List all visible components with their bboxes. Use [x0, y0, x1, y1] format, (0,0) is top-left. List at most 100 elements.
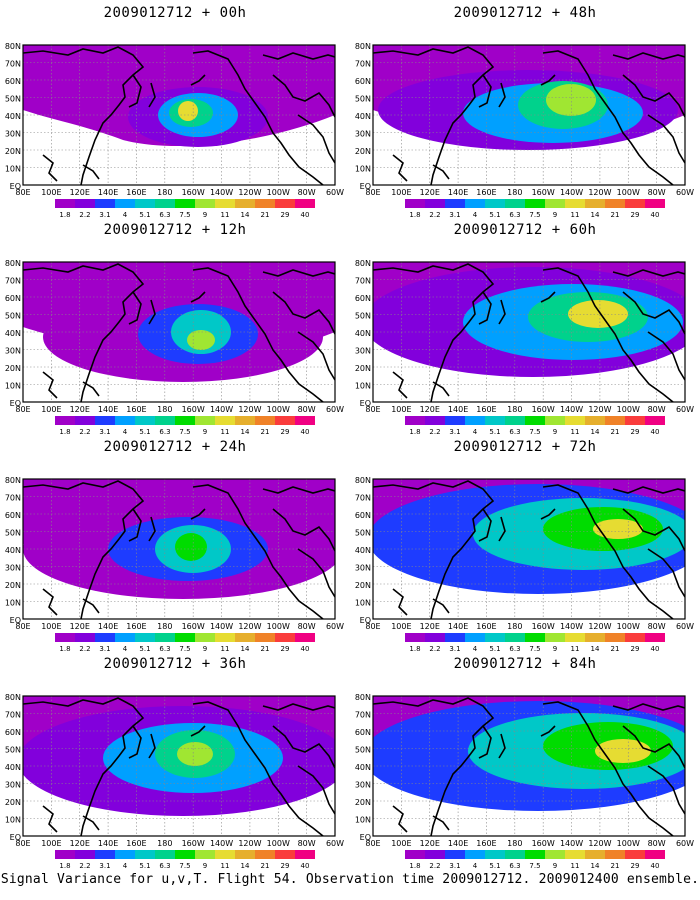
coastline	[192, 701, 324, 836]
colorbar-label: 7.5	[179, 211, 190, 219]
longitude-label: 120W	[238, 405, 261, 414]
longitude-label: 120E	[420, 839, 440, 848]
colorbar-label: 3.1	[99, 211, 110, 219]
colorbar-label: 5.1	[489, 211, 500, 219]
longitude-label: 80E	[365, 405, 380, 414]
latitude-label: 60N	[355, 511, 371, 520]
colorbar-label: 29	[631, 862, 640, 870]
coastline	[192, 484, 324, 619]
variance-contour	[593, 519, 643, 539]
latitude-label: 80N	[5, 693, 21, 702]
latitude-label: 80N	[355, 693, 371, 702]
latitude-label: 20N	[355, 147, 371, 156]
colorbar-label: 3.1	[99, 428, 110, 436]
coastline	[297, 765, 335, 815]
coastline	[23, 697, 145, 836]
coastline	[272, 291, 335, 335]
colorbar-swatch	[275, 416, 295, 425]
colorbar-swatch	[465, 199, 485, 208]
longitude-label: 180	[507, 405, 522, 414]
coastline	[192, 50, 324, 185]
coastline	[272, 74, 335, 118]
longitude-label: 100W	[617, 622, 640, 631]
coastline	[540, 508, 556, 520]
latitude-label: 50N	[5, 746, 21, 755]
longitude-label: 60W	[676, 405, 694, 414]
colorbar-label: 4	[123, 862, 128, 870]
colorbar-swatch	[135, 633, 155, 642]
longitude-label: 100W	[617, 188, 640, 197]
longitude-label: 120W	[238, 839, 261, 848]
coastline	[432, 598, 450, 614]
colorbar-label: 4	[123, 428, 128, 436]
longitude-label: 120E	[70, 839, 90, 848]
longitude-label: 160E	[126, 188, 146, 197]
colorbar-label: 3.1	[99, 862, 110, 870]
latitude-label: 20N	[355, 364, 371, 373]
colorbar-label: 6.3	[159, 862, 170, 870]
colorbar-label: 5.1	[139, 645, 150, 653]
colorbar-swatch	[465, 850, 485, 859]
colorbar-label: 29	[281, 428, 290, 436]
variance-contour	[177, 742, 213, 766]
colorbar-label: 9	[553, 428, 557, 436]
colorbar-label: 9	[203, 211, 207, 219]
coastline	[612, 52, 685, 60]
longitude-label: 100E	[391, 188, 411, 197]
colorbar-swatch	[275, 199, 295, 208]
longitude-label: 80W	[298, 188, 316, 197]
colorbar-swatch	[565, 850, 585, 859]
longitude-label: 160W	[182, 839, 205, 848]
colorbar: 1.8 2.2 3.1 4 5.1 6.3 7.5 9 11 14 21 29 40	[55, 850, 315, 870]
colorbar-swatch	[645, 416, 665, 425]
colorbar-swatch	[255, 633, 275, 642]
longitude-label: 100E	[391, 405, 411, 414]
colorbar-swatch	[55, 416, 75, 425]
map-panel-48h: 2009012712 + 48h 80N 70N 60N 50N 40N 30N 20N 10N…	[355, 5, 695, 225]
colorbar-swatch	[505, 850, 525, 859]
coastline	[297, 548, 335, 598]
longitude-label: 180	[507, 839, 522, 848]
colorbar-label: 29	[631, 645, 640, 653]
latitude-label: 40N	[355, 546, 371, 555]
latitude-label: EQ	[360, 399, 371, 408]
coastline	[128, 725, 142, 759]
colorbar-swatch	[135, 850, 155, 859]
colorbar-swatch	[75, 416, 95, 425]
colorbar-label: 4	[123, 645, 128, 653]
coastline	[647, 114, 685, 164]
colorbar-label: 5.1	[489, 645, 500, 653]
latitude-label: 50N	[355, 746, 371, 755]
coastline	[478, 291, 492, 325]
panel-title: 2009012712 + 36h	[103, 656, 247, 672]
colorbar-label: 14	[591, 211, 600, 219]
colorbar-label: 2.2	[79, 862, 90, 870]
longitude-label: 140E	[448, 405, 468, 414]
longitude-label: 160W	[532, 188, 555, 197]
colorbar-swatch	[545, 633, 565, 642]
longitude-label: 80E	[15, 405, 30, 414]
colorbar-label: 1.8	[409, 428, 420, 436]
colorbar-swatch	[585, 199, 605, 208]
coastline	[478, 725, 492, 759]
colorbar-swatch	[405, 633, 425, 642]
longitude-label: 60W	[326, 188, 344, 197]
colorbar-swatch	[485, 633, 505, 642]
colorbar-swatch	[625, 199, 645, 208]
latitude-label: 50N	[5, 95, 21, 104]
coastline	[542, 484, 674, 619]
coastline	[498, 516, 506, 542]
colorbar-label: 7.5	[179, 862, 190, 870]
latitude-label: 10N	[355, 382, 371, 391]
colorbar-label: 21	[611, 862, 620, 870]
longitude-label: 160W	[182, 188, 205, 197]
latitude-label: 40N	[5, 112, 21, 121]
colorbar-swatch	[75, 633, 95, 642]
longitude-label: 100W	[617, 405, 640, 414]
coastline	[647, 765, 685, 815]
longitude-label: 140W	[210, 622, 233, 631]
longitude-label: 80E	[15, 839, 30, 848]
colorbar: 1.8 2.2 3.1 4 5.1 6.3 7.5 9 11 14 21 29 40	[405, 416, 665, 436]
